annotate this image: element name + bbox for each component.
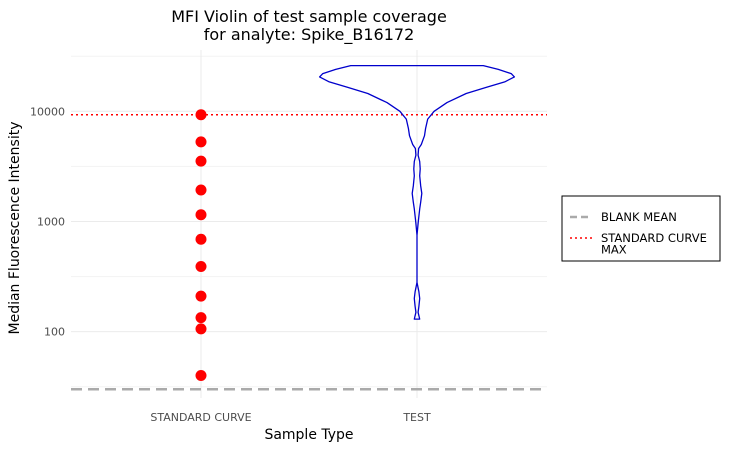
standard-curve-point — [195, 370, 207, 382]
y-tick-label: 10000 — [30, 105, 65, 118]
standard-curve-point — [195, 233, 207, 245]
legend-label: BLANK MEAN — [601, 210, 677, 224]
standard-curve-point — [195, 261, 207, 273]
x-tick-label: TEST — [402, 411, 431, 424]
y-tick-label: 1000 — [37, 215, 65, 228]
reference-lines — [71, 114, 547, 391]
chart-title-line-2: for analyte: Spike_B16172 — [204, 25, 415, 45]
standard-curve-point — [195, 136, 207, 148]
standard-curve-point — [195, 209, 207, 221]
x-axis-title: Sample Type — [264, 427, 353, 443]
y-axis-ticks: 100 1000 10000 — [30, 105, 65, 338]
standard-curve-point — [195, 184, 207, 196]
legend-label: STANDARD CURVE — [601, 231, 707, 245]
test-violin-outline — [318, 64, 516, 320]
y-axis-title: Median Fluorescence Intensity — [7, 122, 23, 335]
standard-curve-point — [195, 109, 207, 121]
chart-title-line-1: MFI Violin of test sample coverage — [171, 7, 447, 26]
standard-curve-points — [195, 109, 207, 382]
standard-curve-point — [195, 290, 207, 302]
x-tick-label: STANDARD CURVE — [150, 411, 251, 424]
y-tick-label: 100 — [44, 326, 65, 339]
legend-label: MAX — [601, 243, 627, 257]
standard-curve-point — [195, 155, 207, 167]
standard-curve-point — [195, 323, 207, 335]
legend-box — [561, 195, 721, 262]
x-axis-ticks: STANDARD CURVE TEST — [150, 411, 431, 424]
gridlines — [71, 50, 547, 398]
standard-curve-point — [195, 312, 207, 324]
test-violin-layer — [318, 64, 516, 320]
